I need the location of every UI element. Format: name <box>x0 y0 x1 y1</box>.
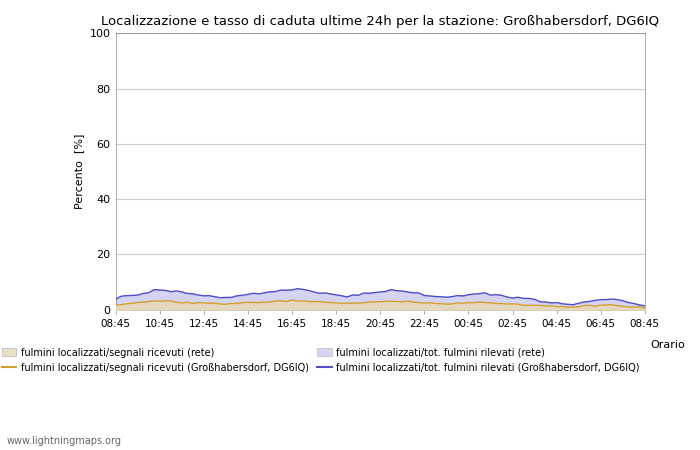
Title: Localizzazione e tasso di caduta ultime 24h per la stazione: Großhabersdorf, DG6: Localizzazione e tasso di caduta ultime … <box>101 15 659 28</box>
Text: Orario: Orario <box>650 340 685 350</box>
Legend: fulmini localizzati/segnali ricevuti (rete), fulmini localizzati/segnali ricevut: fulmini localizzati/segnali ricevuti (re… <box>2 348 640 373</box>
Text: www.lightningmaps.org: www.lightningmaps.org <box>7 436 122 446</box>
Y-axis label: Percento  [%]: Percento [%] <box>74 134 84 209</box>
